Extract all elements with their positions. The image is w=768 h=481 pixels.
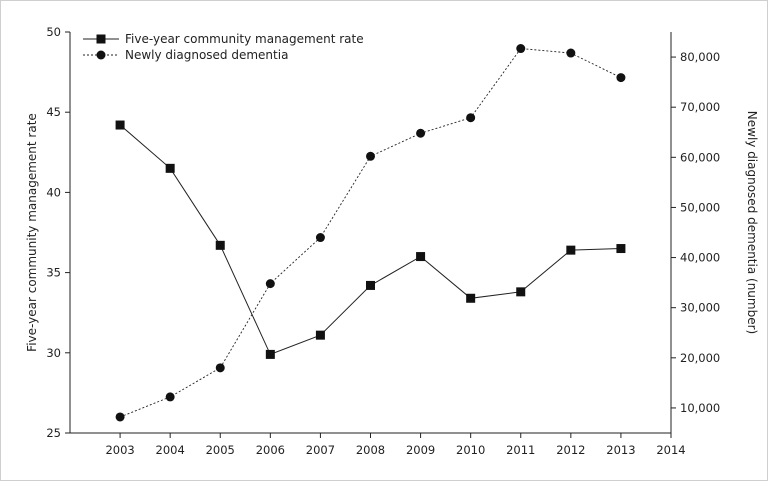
management-rate-point <box>315 330 325 340</box>
management-rate-point <box>265 349 275 359</box>
management-rate-point <box>416 252 426 262</box>
x-tick-label: 2006 <box>256 443 285 457</box>
management-rate-point <box>366 280 375 290</box>
right-axis-title: Newly diagnosed dementia (number) <box>745 111 759 334</box>
legend: Five-year community management rate Newly… <box>83 32 364 62</box>
management-rate-point <box>215 240 225 250</box>
x-tick-label: 2013 <box>606 443 635 457</box>
left-tick-label: 25 <box>46 426 61 440</box>
x-tick-label: 2007 <box>306 443 335 457</box>
dementia-point <box>265 279 275 289</box>
x-tick-label: 2005 <box>206 443 235 457</box>
right-tick-label: 20,000 <box>680 351 720 365</box>
dementia-point <box>616 73 626 83</box>
x-tick-label: 2008 <box>356 443 385 457</box>
management-rate-point <box>516 287 526 297</box>
management-rate-point <box>466 293 476 303</box>
series-lines <box>119 48 622 418</box>
dementia-point <box>366 151 375 161</box>
left-tick-label: 35 <box>46 266 61 280</box>
right-tick-label: 70,000 <box>680 100 720 114</box>
right-tick-label: 60,000 <box>680 150 720 164</box>
left-tick-label: 50 <box>46 25 61 39</box>
legend-square-marker <box>96 34 106 44</box>
x-tick-label: 2003 <box>105 443 134 457</box>
management-rate-point <box>165 163 175 173</box>
right-tick-label: 10,000 <box>680 401 720 415</box>
left-tick-label: 40 <box>46 185 61 199</box>
left-axis-title: Five-year community management rate <box>25 113 39 352</box>
right-tick-label: 40,000 <box>680 251 720 265</box>
x-tick-label: 2011 <box>506 443 535 457</box>
right-tick-label: 30,000 <box>680 301 720 315</box>
dementia-line <box>119 48 622 418</box>
dementia-point <box>215 363 225 373</box>
x-tick-label: 2004 <box>156 443 185 457</box>
left-tick-label: 30 <box>46 346 61 360</box>
management-rate-point <box>566 245 576 255</box>
legend-label: Five-year community management rate <box>125 32 364 46</box>
dementia-point <box>566 48 576 58</box>
x-tick-label: 2014 <box>656 443 685 457</box>
x-tick-label: 2009 <box>406 443 435 457</box>
left-tick-label: 45 <box>46 105 61 119</box>
dementia-point <box>165 392 175 402</box>
management-rate-point <box>616 244 626 254</box>
dementia-point <box>315 233 325 243</box>
legend-label: Newly diagnosed dementia <box>125 48 288 62</box>
series-markers <box>115 44 626 422</box>
dementia-point <box>416 128 426 138</box>
dementia-point <box>466 113 476 123</box>
management-rate-point <box>115 120 125 130</box>
dementia-point <box>516 44 526 54</box>
right-tick-label: 50,000 <box>680 200 720 214</box>
dementia-point <box>115 412 125 422</box>
x-tick-label: 2012 <box>556 443 585 457</box>
x-tick-label: 2010 <box>456 443 485 457</box>
right-tick-label: 80,000 <box>680 50 720 64</box>
legend-circle-marker <box>96 50 106 60</box>
axes: 25 30 35 40 45 50 10,000 20,000 30,000 40,000 50,0… <box>25 25 759 457</box>
